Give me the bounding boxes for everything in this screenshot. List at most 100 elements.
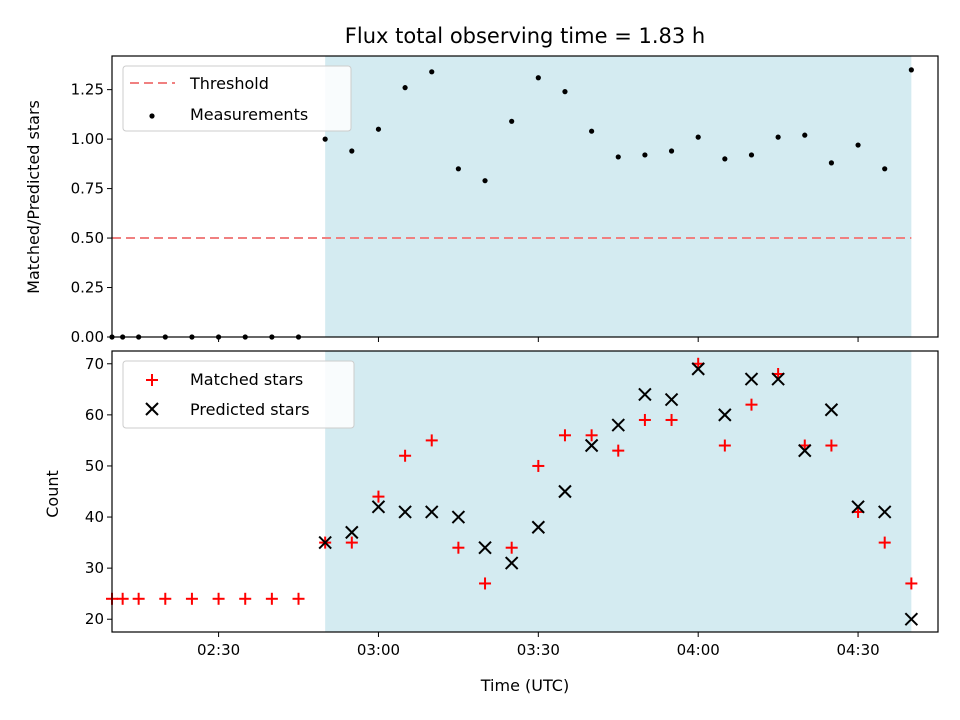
measurement-point bbox=[375, 126, 382, 132]
legend-threshold-label: Threshold bbox=[189, 74, 269, 93]
predicted-star-point bbox=[398, 505, 412, 519]
matched-star-point bbox=[372, 490, 385, 503]
bottom-legend-box bbox=[122, 360, 355, 429]
predicted-star-point bbox=[878, 505, 892, 519]
measurement-point bbox=[855, 142, 861, 148]
measurement-point bbox=[615, 154, 621, 160]
predicted-star-point bbox=[744, 372, 759, 386]
measurement-point bbox=[828, 160, 835, 166]
predicted-star-point bbox=[851, 500, 865, 514]
bottom-y-tick-label: 20 bbox=[85, 610, 104, 628]
measurement-point bbox=[668, 148, 675, 154]
x-tick-label: 03:30 bbox=[517, 641, 560, 659]
measurement-point bbox=[322, 136, 328, 142]
matched-star-point bbox=[718, 439, 731, 452]
matched-star-point bbox=[399, 449, 412, 462]
matched-star-point bbox=[239, 592, 252, 605]
predicted-star-point bbox=[531, 520, 546, 534]
top-y-tick-label: 1.00 bbox=[71, 130, 104, 148]
measurement-point bbox=[748, 152, 755, 158]
predicted-star-point bbox=[478, 540, 492, 555]
legend-measurements-swatch bbox=[149, 113, 155, 119]
legend-predicted-swatch bbox=[145, 402, 159, 416]
matched-star-point bbox=[558, 429, 571, 442]
x-axis-label: Time (UTC) bbox=[480, 676, 569, 695]
matched-star-point bbox=[212, 592, 225, 605]
measurement-point bbox=[908, 67, 914, 73]
top-observing-shade bbox=[325, 56, 912, 337]
bottom-axes-frame bbox=[111, 350, 939, 633]
predicted-star-point bbox=[824, 403, 839, 417]
predicted-star-point bbox=[371, 500, 386, 514]
top-panel: 0.00 0.25 0.50 0.75 1.00 1.25 Matched/Predict… bbox=[24, 55, 939, 346]
measurement-point bbox=[882, 166, 888, 172]
bottom-legend: Matched stars Predicted stars bbox=[122, 360, 355, 429]
measurement-point bbox=[455, 166, 461, 172]
top-legend-box bbox=[122, 65, 352, 132]
legend-predicted-label: Predicted stars bbox=[190, 400, 310, 419]
predicted-star-point bbox=[664, 392, 679, 407]
x-tick-label: 04:00 bbox=[677, 641, 720, 659]
bottom-y-axis-label: Count bbox=[43, 470, 62, 518]
measurement-point bbox=[509, 118, 515, 124]
x-tick-label: 02:30 bbox=[197, 641, 240, 659]
matched-star-point bbox=[452, 541, 465, 554]
top-y-tick-label: 0.50 bbox=[71, 229, 104, 247]
measurement-point bbox=[402, 85, 408, 91]
matched-star-point bbox=[116, 592, 129, 605]
top-y-tick-label: 0.00 bbox=[71, 328, 104, 346]
measurement-point bbox=[695, 134, 701, 140]
bottom-y-tick-label: 70 bbox=[85, 355, 104, 373]
measurement-point bbox=[349, 148, 355, 154]
matched-star-point bbox=[532, 459, 545, 472]
bottom-y-tick-label: 50 bbox=[85, 457, 104, 475]
matched-star-point bbox=[585, 429, 598, 442]
matched-star-point bbox=[505, 541, 518, 554]
measurement-point bbox=[802, 132, 808, 138]
matched-star-point bbox=[292, 592, 305, 605]
top-y-tick-label: 0.25 bbox=[71, 279, 104, 297]
measurement-point bbox=[589, 128, 595, 134]
matched-star-point bbox=[425, 434, 438, 447]
matched-star-point bbox=[825, 439, 838, 452]
measurement-point bbox=[642, 152, 648, 158]
matched-star-point bbox=[745, 398, 758, 411]
legend-matched-swatch bbox=[146, 374, 158, 386]
predicted-star-point bbox=[691, 362, 705, 376]
predicted-star-point bbox=[718, 408, 732, 422]
matched-star-point bbox=[665, 413, 678, 426]
predicted-star-point bbox=[345, 525, 359, 540]
matched-star-point bbox=[638, 413, 651, 426]
bottom-y-tick-label: 60 bbox=[85, 406, 104, 424]
predicted-star-point bbox=[771, 372, 785, 386]
matched-star-point bbox=[132, 592, 145, 605]
predicted-star-point bbox=[318, 535, 332, 550]
bottom-panel: 20 30 40 50 60 70 02:30 03:00 03:30 04:00 04:30 C… bbox=[43, 350, 939, 695]
predicted-star-point bbox=[638, 387, 652, 402]
predicted-star-point bbox=[504, 556, 519, 570]
chart-title: Flux total observing time = 1.83 h bbox=[345, 24, 705, 48]
measurement-point bbox=[482, 178, 488, 184]
top-y-tick-label: 1.25 bbox=[71, 81, 104, 99]
predicted-star-point bbox=[425, 505, 439, 519]
x-tick-label: 04:30 bbox=[836, 641, 879, 659]
predicted-star-point bbox=[798, 443, 812, 458]
measurement-point bbox=[722, 156, 728, 162]
matched-star-point bbox=[905, 577, 918, 590]
measurement-point bbox=[429, 69, 435, 75]
bottom-y-tick-label: 40 bbox=[85, 508, 104, 526]
measurement-point bbox=[535, 75, 541, 81]
legend-matched-label: Matched stars bbox=[190, 370, 303, 389]
x-tick-label: 03:00 bbox=[357, 641, 400, 659]
matched-star-point bbox=[479, 577, 492, 590]
matched-star-point bbox=[612, 444, 625, 457]
predicted-star-point bbox=[611, 418, 625, 432]
matched-star-point bbox=[185, 592, 198, 605]
matched-star-point bbox=[878, 536, 891, 549]
top-legend: Threshold Measurements bbox=[122, 65, 352, 132]
predicted-star-point bbox=[451, 510, 466, 524]
measurement-point bbox=[562, 89, 568, 95]
bottom-observing-shade bbox=[325, 351, 912, 632]
measurement-point bbox=[775, 134, 781, 140]
